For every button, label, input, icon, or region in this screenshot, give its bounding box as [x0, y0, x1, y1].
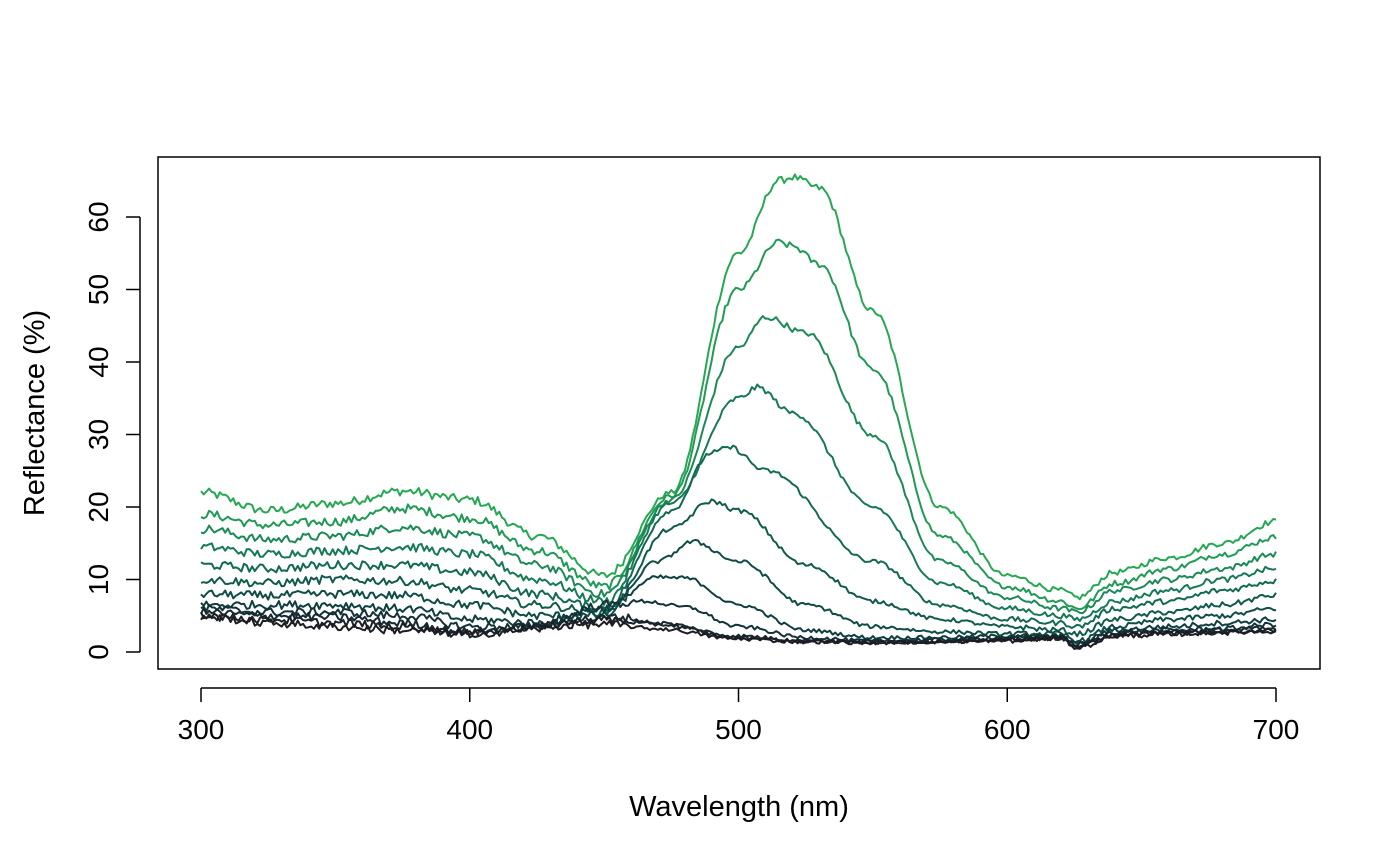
series-line-2 — [200, 238, 1277, 611]
y-tick-label-30: 30 — [83, 419, 114, 450]
series-line-9 — [200, 598, 1277, 648]
series-line-5 — [200, 444, 1277, 629]
series-line-3 — [200, 315, 1277, 615]
x-tick-label-300: 300 — [178, 714, 225, 745]
series-line-10 — [200, 607, 1277, 649]
x-tick-label-700: 700 — [1253, 714, 1300, 745]
series-line-7 — [200, 538, 1277, 645]
series-line-6 — [200, 498, 1277, 638]
y-tick-label-50: 50 — [83, 274, 114, 305]
y-tick-label-40: 40 — [83, 346, 114, 377]
y-axis: 0 10 20 30 40 50 60 — [83, 201, 141, 660]
x-tick-label-400: 400 — [446, 714, 493, 745]
series-layer — [200, 173, 1277, 650]
series-line-4 — [200, 383, 1277, 622]
x-tick-label-500: 500 — [715, 714, 762, 745]
x-axis-title: Wavelength (nm) — [629, 791, 849, 823]
y-axis-title: Reflectance (%) — [19, 310, 51, 516]
x-axis: 300 400 500 600 700 — [178, 687, 1300, 745]
series-line-8 — [200, 574, 1277, 645]
plot-frame — [157, 156, 1321, 670]
y-tick-label-10: 10 — [83, 564, 114, 595]
y-tick-label-0: 0 — [83, 644, 114, 660]
series-line-1 — [200, 173, 1277, 601]
y-tick-label-20: 20 — [83, 491, 114, 522]
series-line-12 — [200, 611, 1277, 650]
x-tick-label-600: 600 — [984, 714, 1031, 745]
y-tick-label-60: 60 — [83, 201, 114, 232]
